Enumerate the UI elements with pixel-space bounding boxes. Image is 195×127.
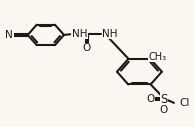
Text: NH: NH [102, 29, 118, 39]
Text: O: O [146, 94, 154, 104]
Text: CH₃: CH₃ [148, 52, 167, 62]
Text: N: N [5, 30, 13, 40]
Text: Cl: Cl [179, 98, 189, 108]
Text: O: O [160, 106, 168, 115]
Text: O: O [83, 43, 91, 53]
Text: NH: NH [72, 29, 88, 39]
Text: S: S [160, 93, 168, 106]
